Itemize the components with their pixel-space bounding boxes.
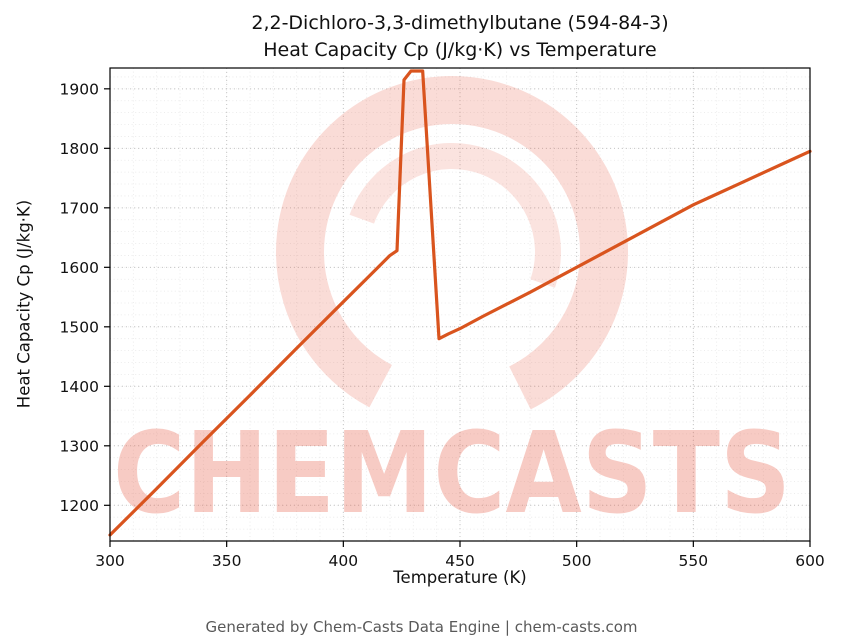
data-line — [108, 69, 812, 537]
x-tick-label: 550 — [679, 552, 709, 570]
x-tick-label: 600 — [795, 552, 825, 570]
watermark-text: CHEMCASTS — [113, 409, 791, 539]
y-tick-label: 1500 — [60, 318, 99, 336]
y-tick-label: 1300 — [60, 437, 99, 455]
y-tick-label: 1200 — [60, 497, 99, 515]
x-axis-label: Temperature (K) — [393, 568, 527, 587]
y-tick-label: 1600 — [60, 259, 99, 277]
footer-attribution: Generated by Chem-Casts Data Engine | ch… — [205, 618, 638, 636]
x-tick-label: 400 — [329, 552, 359, 570]
chart-title-line1: 2,2-Dichloro-3,3-dimethylbutane (594-84-… — [251, 12, 669, 34]
y-tick-label: 1800 — [60, 140, 99, 158]
y-tick-label: 1900 — [60, 80, 99, 98]
watermark-logo-ring — [276, 75, 628, 428]
x-tick-label: 350 — [212, 552, 242, 570]
x-tick-label: 450 — [445, 552, 475, 570]
y-axis-label: Heat Capacity Cp (J/kg·K) — [14, 199, 34, 409]
axis-tick-labels: 300 350 400 450 500 550 600 1200 1300 1400 1500 160… — [60, 80, 825, 570]
chart-title-line2: Heat Capacity Cp (J/kg·K) vs Temperature — [263, 38, 657, 61]
x-tick-label: 300 — [95, 552, 125, 570]
axis-ticks — [104, 88, 811, 547]
y-tick-label: 1400 — [60, 378, 99, 396]
x-tick-label: 500 — [562, 552, 592, 570]
chart-title: 2,2-Dichloro-3,3-dimethylbutane (594-84-… — [110, 10, 810, 64]
y-tick-label: 1700 — [60, 199, 99, 217]
watermark: CHEMCASTS — [113, 75, 791, 539]
watermark-logo-swirl — [343, 143, 561, 362]
